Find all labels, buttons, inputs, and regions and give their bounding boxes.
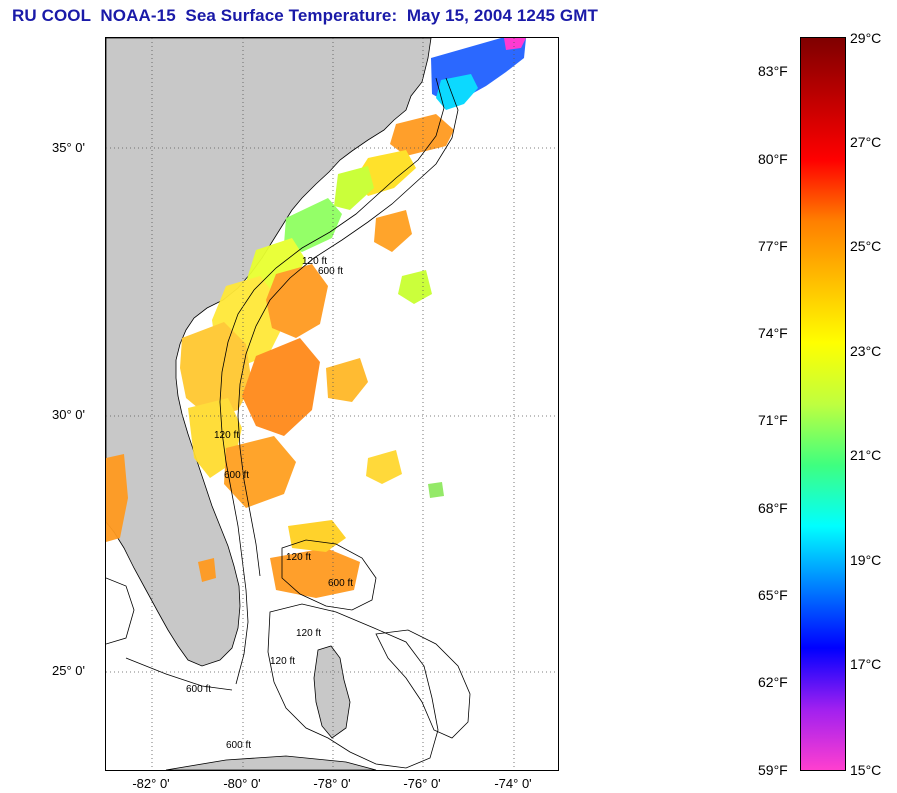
map-title: RU COOL NOAA-15 Sea Surface Temperature:… [12, 6, 598, 25]
colorbar-f-label: 62°F [758, 674, 788, 690]
lon-label: -74° 0' [494, 776, 532, 791]
isobath-label: 600 ft [328, 578, 353, 589]
colorbar-c-label: 17°C [850, 656, 882, 672]
colorbar-f-label: 59°F [758, 762, 788, 778]
cuba-coast [165, 755, 377, 770]
colorbar-c-label: 15°C [850, 762, 882, 778]
isobath-label: 600 ft [226, 740, 251, 751]
colorbar-f-label: 77°F [758, 238, 788, 254]
bahamas-island [313, 645, 351, 739]
colorbar-c-label: 29°C [850, 30, 882, 46]
colorbar-c-label: 21°C [850, 447, 882, 463]
us-land [106, 38, 432, 667]
isobath-labels: 120 ft 600 ft 120 ft 600 ft 120 ft 600 f… [186, 256, 353, 751]
colorbar-f-label: 83°F [758, 63, 788, 79]
lon-label: -80° 0' [223, 776, 261, 791]
colorbar-c-label: 23°C [850, 343, 882, 359]
isobath-label: 600 ft [186, 684, 211, 695]
isobath-label: 120 ft [270, 656, 295, 667]
sst-patches [106, 38, 526, 598]
isobath-label: 120 ft [302, 256, 327, 267]
colorbar-f-label: 80°F [758, 151, 788, 167]
lat-label: 35° 0' [52, 140, 85, 155]
colorbar-c-label: 27°C [850, 134, 882, 150]
temperature-colorbar [800, 37, 846, 771]
isobath-label: 120 ft [296, 628, 321, 639]
sst-map: 120 ft 600 ft 120 ft 600 ft 120 ft 600 f… [105, 37, 559, 771]
lon-label: -78° 0' [313, 776, 351, 791]
colorbar-f-label: 71°F [758, 412, 788, 428]
map-canvas: 120 ft 600 ft 120 ft 600 ft 120 ft 600 f… [106, 38, 558, 770]
colorbar-c-label: 19°C [850, 552, 882, 568]
map-gridlines [106, 38, 558, 770]
colorbar-f-label: 65°F [758, 587, 788, 603]
isobath-label: 600 ft [224, 470, 249, 481]
colorbar-f-label: 74°F [758, 325, 788, 341]
lon-label: -82° 0' [132, 776, 170, 791]
isobath-label: 120 ft [286, 552, 311, 563]
colorbar-c-label: 25°C [850, 238, 882, 254]
lat-label: 25° 0' [52, 663, 85, 678]
colorbar-f-label: 68°F [758, 500, 788, 516]
isobath-label: 600 ft [318, 266, 343, 277]
isobath-label: 120 ft [214, 430, 239, 441]
lon-label: -76° 0' [403, 776, 441, 791]
lat-label: 30° 0' [52, 407, 85, 422]
